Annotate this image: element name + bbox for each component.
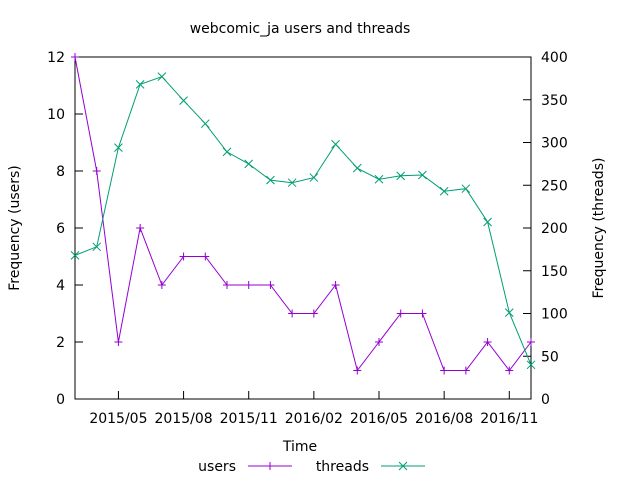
data-point-threads — [374, 174, 384, 184]
data-point-users — [505, 366, 514, 375]
data-point-users — [114, 338, 123, 346]
data-point-threads — [461, 184, 471, 194]
data-point-threads — [222, 147, 232, 157]
x-tick-label: 2016/08 — [415, 411, 473, 427]
data-point-threads — [179, 96, 188, 105]
x-tick-label: 2015/08 — [154, 411, 212, 427]
y2-tick-label: 300 — [541, 136, 568, 152]
y-tick-label: 4 — [56, 278, 65, 294]
x-tick-label: 2016/02 — [285, 411, 343, 427]
data-point-users — [157, 281, 166, 289]
y2-tick-label: 350 — [541, 93, 568, 109]
y2-tick-label: 200 — [541, 221, 568, 237]
y2-axis-label: Frequency (threads) — [591, 158, 607, 299]
y-tick-label: 6 — [56, 221, 65, 237]
data-point-threads — [309, 173, 319, 182]
data-point-users — [440, 366, 449, 375]
data-point-threads — [157, 72, 167, 82]
data-point-users — [201, 252, 210, 261]
data-point-threads — [70, 251, 80, 260]
x-axis-label: Time — [282, 439, 317, 455]
x-tick-label: 2016/05 — [350, 411, 408, 427]
data-point-users — [92, 167, 101, 175]
series-line-threads — [74, 76, 532, 365]
x-tick-label: 2015/11 — [220, 411, 278, 427]
data-point-threads — [483, 217, 492, 227]
data-point-users — [396, 309, 405, 318]
y2-tick-label: 250 — [541, 178, 568, 194]
data-point-threads — [114, 143, 123, 152]
data-point-threads — [331, 139, 340, 149]
data-point-users — [418, 309, 427, 318]
axes: 0 2 4 6 8 10 12 0 50 100 150 200 250 300 350 400 2015/05… — [47, 50, 568, 427]
y-axis-label: Frequency (users) — [7, 165, 23, 291]
data-point-users — [461, 366, 470, 375]
y-tick-label: 12 — [47, 50, 65, 66]
data-point-threads — [526, 360, 536, 370]
y2-tick-label: 0 — [541, 392, 550, 408]
data-point-threads — [439, 186, 449, 196]
data-point-threads — [92, 242, 102, 252]
data-point-threads — [244, 159, 254, 169]
data-point-users — [288, 309, 297, 318]
legend-marker-threads — [398, 461, 408, 471]
data-point-users — [223, 281, 231, 289]
x-tick-label: 2016/11 — [480, 411, 538, 427]
data-point-users — [353, 366, 362, 375]
data-point-users — [71, 53, 79, 61]
data-point-users — [375, 338, 383, 346]
data-point-threads — [200, 119, 210, 129]
x-tick-label: 2015/05 — [89, 411, 147, 427]
chart-title: webcomic_ja users and threads — [190, 21, 411, 37]
y-tick-label: 0 — [56, 392, 65, 408]
y-tick-label: 10 — [47, 107, 65, 123]
series-line-users — [74, 56, 532, 372]
legend-label-threads: threads — [316, 459, 369, 475]
data-point-threads — [287, 178, 297, 188]
data-point-users — [179, 252, 188, 261]
data-point-threads — [266, 175, 275, 185]
data-point-users — [483, 338, 492, 346]
y-tick-label: 8 — [56, 164, 65, 180]
y2-tick-label: 100 — [541, 307, 568, 323]
series-layer — [70, 53, 536, 375]
y2-tick-label: 150 — [541, 264, 568, 280]
legend-label-users: users — [198, 459, 236, 475]
data-point-users — [309, 309, 318, 318]
y2-tick-label: 400 — [541, 50, 568, 66]
data-point-users — [266, 281, 275, 289]
legend: users threads — [198, 459, 425, 475]
data-point-threads — [418, 170, 427, 180]
y-tick-label: 2 — [56, 335, 65, 351]
data-point-threads — [352, 163, 362, 173]
data-point-threads — [504, 308, 514, 317]
data-point-users — [527, 338, 535, 346]
data-point-users — [331, 281, 340, 289]
data-point-users — [136, 224, 145, 232]
data-point-users — [244, 281, 253, 289]
legend-marker-users — [266, 462, 274, 470]
y2-tick-label: 50 — [541, 349, 559, 365]
data-point-threads — [396, 171, 406, 181]
data-point-threads — [135, 80, 145, 89]
